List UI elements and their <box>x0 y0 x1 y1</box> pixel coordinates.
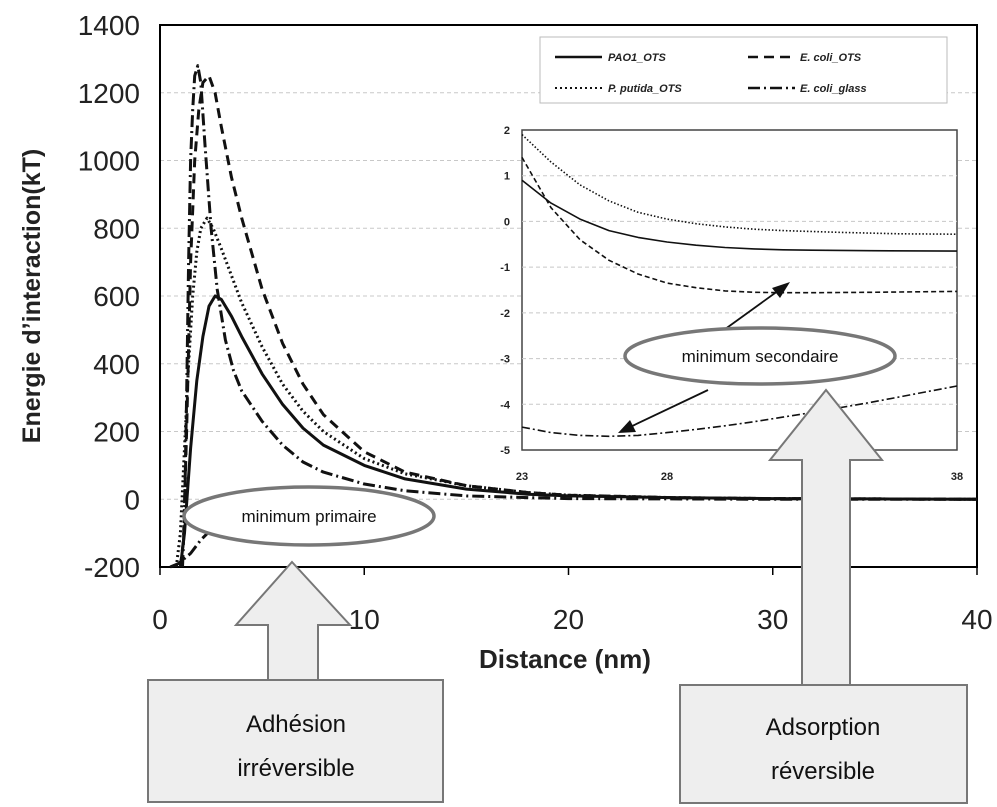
main-x-tick-marks <box>159 567 978 575</box>
series-line-e-coli-glass-attraction <box>169 521 223 569</box>
series-line-p-putida-ots <box>174 216 978 568</box>
arrowhead-lower <box>618 420 636 433</box>
adsorption-label-line1: Adsorption <box>766 714 881 741</box>
inset-chart: -5 -4 -3 -2 -1 0 1 2 23 28 38 <box>500 125 963 483</box>
legend-label-ecoli-ots: E. coli_OTS <box>800 52 862 64</box>
y-tick-label-0: 0 <box>504 216 510 228</box>
minimum-secondaire-ellipse <box>623 326 897 386</box>
legend-label-putida: P. putida_OTS <box>608 83 682 95</box>
y-tick-label-200: -200 <box>84 552 140 583</box>
adhesion-box <box>147 679 444 803</box>
y-tick-label-3: -3 <box>500 354 510 366</box>
y-tick-label-600: 600 <box>93 281 140 312</box>
y-tick-label-1: -1 <box>500 262 510 274</box>
x-tick-label-40: 40 <box>961 604 992 635</box>
y-tick-label-200: 200 <box>93 417 140 448</box>
x-tick-label-28: 28 <box>661 471 673 483</box>
y-axis-label: Energie d’interaction(kT) <box>18 149 46 443</box>
x-tick-label-10: 10 <box>349 604 380 635</box>
series-line-p-putida-ots <box>521 134 958 235</box>
arrow-to-ecoli-glass-minimum <box>627 389 709 429</box>
legend: PAO1_OTS E. coli_OTS P. putida_OTS E. co… <box>539 36 948 104</box>
minimum-primaire-label: minimum primaire <box>241 507 376 526</box>
adhesion-arrow-callout: Adhésion irréversible <box>147 560 444 803</box>
x-tick-label-23: 23 <box>516 471 528 483</box>
minimum-primaire-annotation: minimum primaire <box>182 485 436 547</box>
legend-label-pao1: PAO1_OTS <box>608 52 667 64</box>
arrowhead-upper <box>772 282 790 298</box>
y-tick-label-4: -4 <box>500 399 511 411</box>
y-tick-label-1200: 1200 <box>78 78 140 109</box>
main-y-tick-labels: -200 0 200 400 600 800 1000 1200 1400 <box>78 10 140 583</box>
inset-plot-frame <box>521 129 958 451</box>
y-tick-label-1: 1 <box>504 171 510 183</box>
main-x-tick-labels: 0 10 20 30 40 <box>152 604 992 635</box>
minimum-secondaire-annotation: minimum secondaire <box>618 282 897 433</box>
x-axis-label: Distance (nm) <box>479 644 651 674</box>
y-tick-label-800: 800 <box>93 213 140 244</box>
adsorption-arrow-callout: Adsorption réversible <box>679 388 968 804</box>
x-tick-label-0: 0 <box>152 604 168 635</box>
y-tick-label-1400: 1400 <box>78 10 140 41</box>
series-line-e-coli-glass <box>181 64 977 568</box>
series-line-e-coli-ots <box>178 74 978 568</box>
y-tick-label-0: 0 <box>124 484 140 515</box>
minimum-secondaire-label: minimum secondaire <box>682 347 839 366</box>
legend-label-ecoli-glass: E. coli_glass <box>800 83 867 95</box>
y-tick-label-2: 2 <box>504 125 510 137</box>
adhesion-label-line2: irréversible <box>237 755 354 782</box>
series-line-e-coli-ots <box>521 157 958 294</box>
adsorption-label-line2: réversible <box>771 758 875 785</box>
series-line-pao1-ots <box>521 179 958 252</box>
inset-y-tick-labels: -5 -4 -3 -2 -1 0 1 2 <box>500 125 511 457</box>
inset-x-tick-labels: 23 28 38 <box>516 471 963 483</box>
main-series-lines <box>169 64 978 569</box>
legend-box <box>539 36 948 104</box>
y-tick-label-1000: 1000 <box>78 146 140 177</box>
y-tick-label-400: 400 <box>93 349 140 380</box>
x-tick-label-20: 20 <box>553 604 584 635</box>
adhesion-up-arrow <box>233 560 353 681</box>
y-tick-label-2: -2 <box>500 308 510 320</box>
x-tick-label-38: 38 <box>951 471 963 483</box>
minimum-primaire-ellipse <box>182 485 436 547</box>
x-tick-label-30: 30 <box>757 604 788 635</box>
inset-series-lines <box>521 134 958 438</box>
y-tick-label-5: -5 <box>500 445 510 457</box>
adhesion-label-line1: Adhésion <box>246 711 346 738</box>
adsorption-box <box>679 684 968 804</box>
